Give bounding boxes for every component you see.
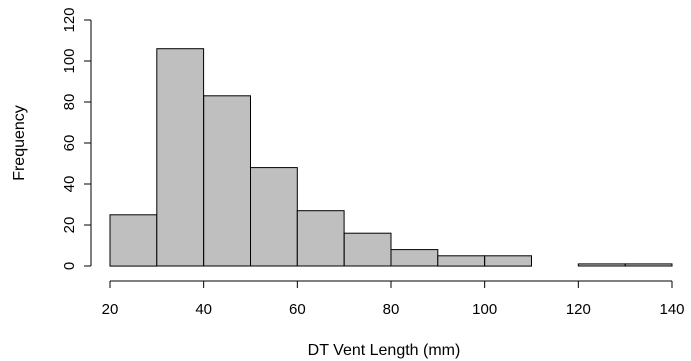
histogram-bar-70-80	[343, 232, 392, 267]
y-axis-title: Frequency	[11, 105, 28, 181]
y-tick-label-40: 40	[61, 176, 78, 193]
y-tick-label-60: 60	[61, 135, 78, 152]
histogram-bar-100-110	[484, 255, 533, 267]
histogram-bar-20-30	[109, 214, 158, 267]
x-tick-label-80: 80	[383, 301, 400, 318]
y-tick-label-20: 20	[61, 217, 78, 234]
bars-group	[109, 48, 673, 267]
x-axis-title: DT Vent Length (mm)	[308, 342, 461, 359]
y-tick-label-0: 0	[61, 262, 78, 270]
histogram-bar-90-100	[437, 255, 486, 267]
histogram-bar-40-50	[203, 95, 251, 267]
x-tick-label-140: 140	[659, 301, 684, 318]
histogram-bar-50-60	[250, 167, 298, 267]
y-tick-label-120: 120	[61, 7, 78, 32]
x-tick-label-60: 60	[289, 301, 306, 318]
y-tick-label-80: 80	[61, 94, 78, 111]
y-axis: 0 20 40 60 80 100 120	[61, 7, 92, 270]
x-axis: 20 40 60 80 100 120 140	[102, 280, 685, 318]
x-tick-label-40: 40	[195, 301, 212, 318]
y-tick-label-100: 100	[61, 48, 78, 73]
x-tick-label-120: 120	[566, 301, 591, 318]
histogram-bar-60-70	[296, 210, 345, 267]
histogram-bar-30-40	[156, 48, 205, 267]
x-tick-label-20: 20	[102, 301, 119, 318]
x-tick-label-100: 100	[472, 301, 497, 318]
histogram-bar-130-140	[624, 263, 673, 267]
histogram-bar-120-130	[577, 263, 626, 267]
histogram-bar-80-90	[390, 249, 439, 267]
